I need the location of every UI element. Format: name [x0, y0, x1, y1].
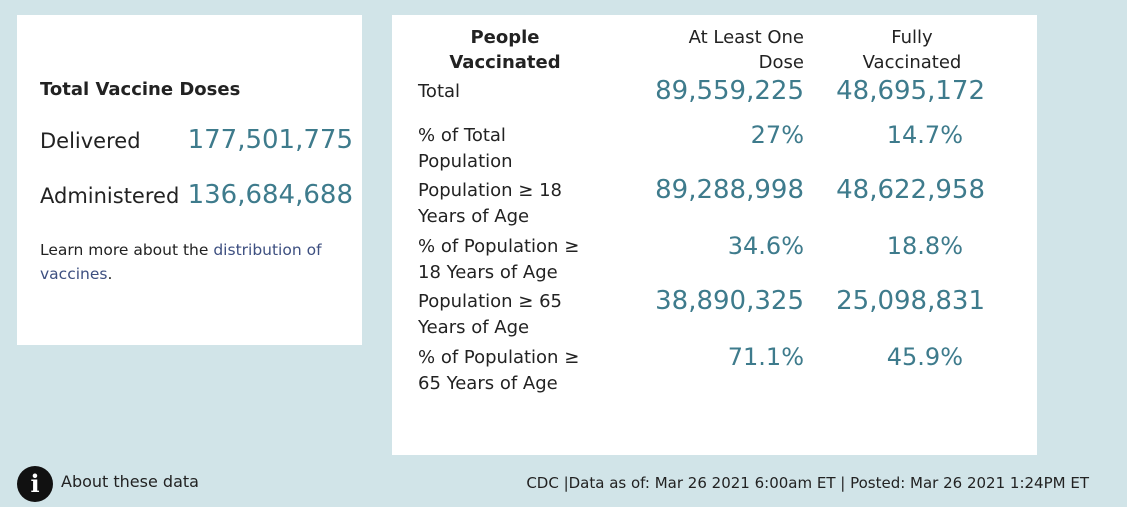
row-label: % of Population ≥ 18 Years of Age: [418, 236, 580, 283]
people-vaccinated-card: People Vaccinated At Least One Dose Full…: [392, 15, 1037, 455]
row-label: Population ≥ 18 Years of Age: [418, 180, 562, 227]
info-icon[interactable]: i: [17, 466, 53, 502]
row-label: Total: [418, 81, 461, 102]
learn-prefix: Learn more about the: [40, 241, 214, 259]
total-doses-card: Total Vaccine Doses Delivered 177,501,77…: [17, 15, 362, 345]
administered-label: Administered: [40, 184, 180, 208]
one-dose-value: 89,559,225: [655, 76, 804, 106]
fully-vaccinated-value: 48,622,958: [836, 175, 985, 205]
fully-vaccinated-value: 45.9%: [886, 343, 963, 371]
header-people-vaccinated: People Vaccinated: [449, 27, 561, 73]
about-data-link[interactable]: About these data: [61, 472, 199, 491]
distribution-link[interactable]: distribution of vaccines: [40, 241, 322, 283]
administered-value: 136,684,688: [187, 180, 353, 210]
row-label: % of Total Population: [418, 125, 513, 172]
delivered-value: 177,501,775: [187, 125, 353, 155]
fully-vaccinated-value: 48,695,172: [836, 76, 985, 106]
data-source-timestamp: CDC |Data as of: Mar 26 2021 6:00am ET |…: [526, 474, 1089, 492]
one-dose-value: 89,288,998: [655, 175, 804, 205]
row-label: % of Population ≥ 65 Years of Age: [418, 347, 580, 394]
fully-vaccinated-value: 18.8%: [886, 232, 963, 260]
one-dose-value: 38,890,325: [655, 286, 804, 316]
administered-row: Administered 136,684,688: [40, 180, 353, 210]
fully-vaccinated-value: 14.7%: [886, 121, 963, 149]
one-dose-value: 34.6%: [727, 232, 804, 260]
fully-vaccinated-value: 25,098,831: [836, 286, 985, 316]
one-dose-value: 27%: [750, 121, 804, 149]
doses-title: Total Vaccine Doses: [40, 79, 241, 100]
delivered-label: Delivered: [40, 129, 141, 153]
header-at-least-one-dose: At Least One Dose: [688, 27, 804, 73]
learn-suffix: .: [107, 265, 113, 283]
delivered-row: Delivered 177,501,775: [40, 125, 353, 155]
one-dose-value: 71.1%: [727, 343, 804, 371]
learn-more-text: Learn more about the distribution of vac…: [40, 238, 340, 286]
row-label: Population ≥ 65 Years of Age: [418, 291, 562, 338]
header-fully-vaccinated: Fully Vaccinated: [862, 27, 962, 73]
